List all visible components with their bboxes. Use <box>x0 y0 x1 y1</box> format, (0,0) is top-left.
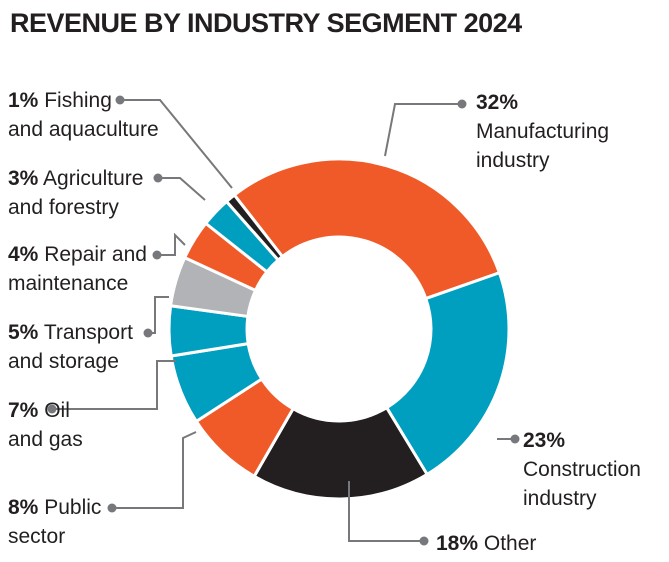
label-repair-pct: 4% <box>8 243 39 266</box>
donut-slices <box>167 157 511 501</box>
label-fishing-pct: 1% <box>8 89 39 112</box>
label-construction-line1: Construction <box>523 458 641 481</box>
leader-transport <box>148 296 169 334</box>
label-fishing: 1% Fishing and aquaculture <box>8 86 159 144</box>
label-fishing-line2: and aquaculture <box>8 118 159 141</box>
label-construction: 23% Construction industry <box>523 426 641 513</box>
label-repair-line2: maintenance <box>8 272 129 295</box>
leader-agriculture <box>158 177 206 201</box>
label-oil-line1: Oil <box>44 399 70 422</box>
label-transport-line1: Transport <box>43 321 133 344</box>
label-manufacturing-line1: Manufacturing <box>476 120 610 143</box>
label-manufacturing: 32% Manufacturing industry <box>476 88 609 175</box>
leader-transport-dot <box>143 328 153 338</box>
label-public-sector: 8% Public sector <box>8 493 101 551</box>
chart-title: REVENUE BY INDUSTRY SEGMENT 2024 <box>10 8 522 38</box>
leader-other-dot <box>419 536 429 546</box>
leader-public-dot <box>107 503 117 513</box>
leader-oil-dot <box>47 404 57 414</box>
label-agriculture-line2: and forestry <box>8 196 119 219</box>
label-public-line1: Public <box>44 496 102 519</box>
label-other: 18% Other <box>436 529 536 558</box>
label-repair: 4% Repair and maintenance <box>8 240 147 298</box>
donut-slice-1 <box>385 271 511 476</box>
leader-repair <box>157 232 186 256</box>
label-fishing-line1: Fishing <box>44 89 112 112</box>
leader-fishing <box>120 99 233 189</box>
leader-agriculture-dot <box>153 173 163 183</box>
label-agriculture-pct: 3% <box>8 167 39 190</box>
label-public-line2: sector <box>8 525 66 548</box>
leader-lines <box>47 95 520 546</box>
leader-construction-dot <box>510 434 520 444</box>
label-construction-pct: 23% <box>523 429 566 452</box>
leader-repair-dot <box>152 250 162 260</box>
label-oil-gas: 7% Oil and gas <box>8 396 83 454</box>
label-other-pct: 18% <box>436 532 479 555</box>
label-oil-line2: and gas <box>8 428 83 451</box>
label-agriculture: 3% Agriculture and forestry <box>8 164 143 222</box>
label-repair-line1: Repair and <box>44 243 147 266</box>
label-oil-pct: 7% <box>8 399 39 422</box>
donut-slice-0 <box>232 157 501 301</box>
label-construction-line2: industry <box>523 487 597 510</box>
leader-manufacturing <box>384 103 462 157</box>
label-manufacturing-line2: industry <box>476 149 550 172</box>
leader-oil <box>52 360 176 410</box>
label-agriculture-line1: Agriculture <box>43 167 144 190</box>
leader-other <box>348 481 424 542</box>
label-transport: 5% Transport and storage <box>8 318 133 376</box>
leader-fishing-dot <box>115 95 125 105</box>
label-other-line1: Other <box>483 532 537 555</box>
leader-public <box>112 431 197 509</box>
label-public-pct: 8% <box>8 496 39 519</box>
label-manufacturing-pct: 32% <box>476 91 519 114</box>
leader-manufacturing-dot <box>457 99 467 109</box>
label-transport-pct: 5% <box>8 321 39 344</box>
label-transport-line2: and storage <box>8 350 119 373</box>
donut-slice-9 <box>225 193 284 262</box>
